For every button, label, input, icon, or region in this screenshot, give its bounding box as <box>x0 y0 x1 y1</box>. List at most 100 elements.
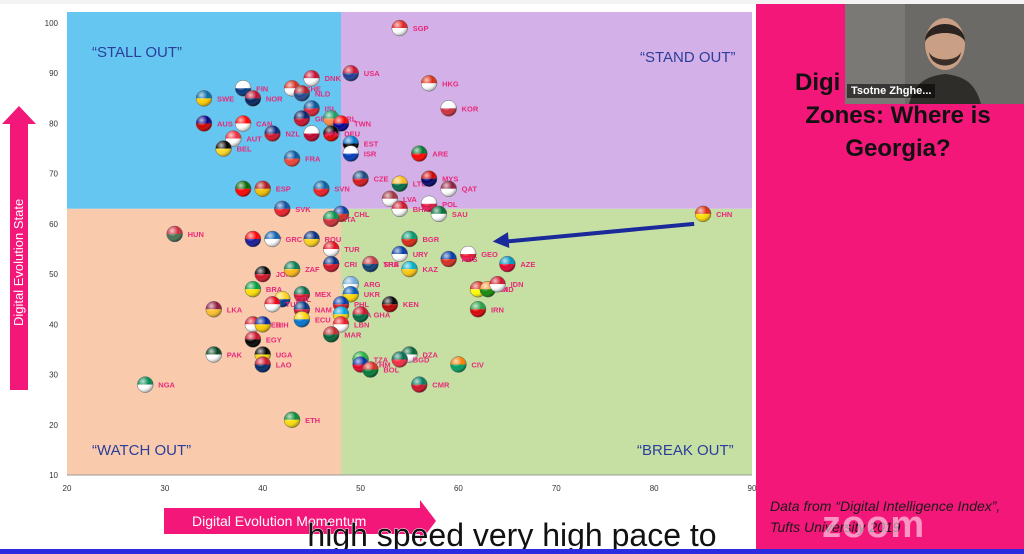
data-point-zaf: ZAF <box>283 260 320 278</box>
quadrant-label-top-right: “STAND OUT” <box>640 49 736 66</box>
data-point-label: PAK <box>227 350 243 359</box>
data-point-label: AUS <box>217 119 233 128</box>
data-point-label: DZA <box>423 350 439 359</box>
data-point-nld: NLD <box>293 85 331 102</box>
data-point-ukr: UKR <box>342 285 381 303</box>
x-tick-label: 80 <box>650 484 659 493</box>
data-point-label: BRA <box>266 285 283 294</box>
data-point-lao: LAO <box>254 356 292 373</box>
y-tick-label: 40 <box>49 320 58 329</box>
data-point-bgr: BGR <box>401 230 440 248</box>
data-point-label: BHR <box>413 205 430 214</box>
data-point-label: CIV <box>471 361 484 370</box>
data-point-bol: BOL <box>362 361 400 378</box>
data-point-mar: MAR <box>322 326 362 343</box>
data-point-label: SWE <box>217 94 234 103</box>
data-point-ita: ITA <box>322 210 356 228</box>
data-point-qat: QAT <box>440 180 477 197</box>
title-line-1: Digi <box>795 69 841 96</box>
data-point-aut: AUT <box>225 130 262 147</box>
data-point-bhr: BHR <box>391 200 430 218</box>
bottom-bar <box>0 549 1024 554</box>
data-point-label: ISR <box>364 150 377 159</box>
data-point-label: RUS <box>462 255 478 264</box>
data-point-label: SVK <box>295 205 311 214</box>
x-tick-label: 30 <box>160 484 169 493</box>
y-tick-label: 50 <box>49 270 58 279</box>
y-tick-label: 60 <box>49 220 58 229</box>
data-point-svk: SVK <box>274 200 311 218</box>
data-point-label: IRL <box>344 114 357 123</box>
data-point-label: NAM <box>315 305 332 314</box>
quadrant-break-out <box>341 208 752 476</box>
data-point-ltu: LTU <box>391 175 427 192</box>
y-tick-label: 30 <box>49 371 58 380</box>
quadrant-stand-out <box>341 12 752 209</box>
data-point-can: CAN <box>234 115 272 132</box>
title-line-2: Zones: Where is <box>805 102 991 129</box>
data-point-aze: AZE <box>499 255 535 273</box>
x-tick-label: 40 <box>258 484 267 493</box>
quadrant-label-top-left: “STALL OUT” <box>92 44 182 61</box>
data-point-eth: ETH <box>283 411 320 429</box>
data-point-label: HUN <box>188 230 204 239</box>
data-point-label: USA <box>364 69 380 78</box>
data-point-label: BOL <box>383 366 399 375</box>
data-point-label: PER <box>266 320 282 329</box>
data-point-label: GRC <box>286 235 303 244</box>
data-point-label: TUR <box>344 245 360 254</box>
data-point-esp: ESP <box>254 180 291 197</box>
data-point-label: BGD <box>413 355 430 364</box>
data-point-swe: SWE <box>195 90 234 107</box>
data-point-label: AUT <box>246 135 262 144</box>
y-tick-label: 90 <box>49 69 58 78</box>
participant-video-tile[interactable] <box>845 4 1024 104</box>
data-point-cri: CRI <box>322 255 357 273</box>
data-point-label: CAN <box>256 119 272 128</box>
data-point-lbn: LBN <box>332 316 369 333</box>
data-point-bgd: BGD <box>391 351 430 368</box>
data-point-rus: RUS <box>440 250 478 268</box>
data-point-nor: NOR <box>244 90 283 107</box>
data-point-label: SRB <box>383 260 399 269</box>
data-point-label: UKR <box>364 290 381 299</box>
data-point-label: ITA <box>344 215 356 224</box>
slide-title: Digi Zones: Where is Georgia? <box>772 66 1024 165</box>
data-point-label: TWN <box>354 119 371 128</box>
data-point-label: CHN <box>716 210 732 219</box>
quadrant-label-bottom-right: “BREAK OUT” <box>637 442 734 459</box>
data-point-cmr: CMR <box>411 376 450 393</box>
data-point-pol: POL <box>420 195 458 213</box>
data-point-label: NGA <box>158 381 175 390</box>
data-point-pak: PAK <box>205 346 243 363</box>
data-point-geo: GEO <box>459 245 498 263</box>
data-point-label: LKA <box>227 305 243 314</box>
data-point-label: ISL <box>325 104 337 113</box>
data-point-svn: SVN <box>313 180 350 197</box>
x-tick-label: 60 <box>454 484 463 493</box>
x-tick-label: 70 <box>552 484 561 493</box>
y-tick-label: 100 <box>45 19 59 28</box>
data-point-idn: IDN <box>489 275 524 293</box>
data-point-label: TUN <box>286 300 301 309</box>
data-point-label: POL <box>442 200 458 209</box>
data-point-label: SAU <box>452 210 468 219</box>
title-line-3: Georgia? <box>845 135 951 162</box>
data-point-usa: USA <box>342 64 380 82</box>
data-point-label: IDN <box>511 280 524 289</box>
scatter-chart: 20 30 40 50 60 70 80 90 10 20 30 40 50 60 70 80 90 100 “S… <box>2 12 757 542</box>
data-point-label: IRN <box>491 305 504 314</box>
data-point-are: ARE <box>411 145 448 162</box>
data-point-kor: KOR <box>440 100 479 117</box>
data-point-label: ESP <box>276 185 291 194</box>
data-point-label: UGA <box>276 350 293 359</box>
data-point-isl: ISL <box>303 100 337 117</box>
data-point-label: DEU <box>344 129 360 138</box>
data-point-label: TZA <box>374 355 389 364</box>
data-point-bih: BIH <box>254 316 289 333</box>
data-point-label: BIH <box>276 320 289 329</box>
arrow-to-georgia <box>492 221 695 249</box>
data-point-twn: TWN <box>332 115 371 132</box>
data-point-label: BGR <box>423 235 440 244</box>
